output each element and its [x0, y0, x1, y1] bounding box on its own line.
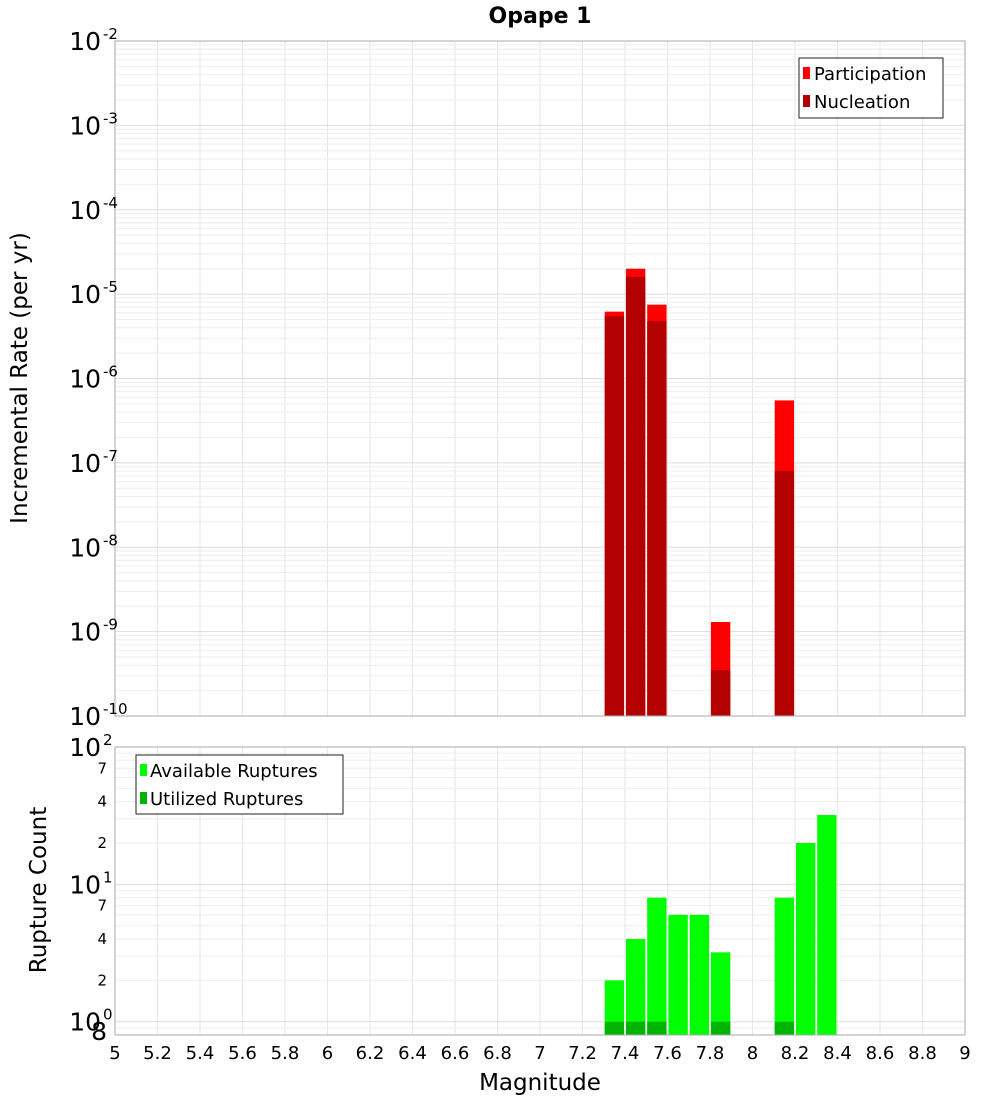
y-minor-tick-label: 2	[97, 834, 107, 852]
bar-available-ruptures-7.45	[625, 939, 646, 1035]
top-legend: Participation Nucleation	[798, 57, 944, 119]
y-tick-exponent: -4	[103, 194, 118, 212]
bottom-legend: Available Ruptures Utilized Ruptures	[135, 754, 344, 815]
x-tick-label: 6.6	[441, 1043, 470, 1064]
x-tick-label: 5.4	[186, 1043, 215, 1064]
bar-nucleation-7.85	[710, 670, 731, 716]
bar-nucleation-8.15	[774, 471, 795, 716]
x-tick-label: 6	[322, 1043, 333, 1064]
legend-label-participation: Participation	[814, 64, 926, 85]
y-minor-tick-label: 2	[97, 971, 107, 989]
x-tick-label: 7.8	[696, 1043, 725, 1064]
top-y-axis-label: Incremental Rate (per yr)	[7, 232, 33, 524]
legend-swatch-participation	[803, 67, 810, 79]
bar-nucleation-7.45	[625, 276, 646, 716]
bar-available-ruptures-7.75	[689, 914, 710, 1035]
y-tick-label: 10	[69, 870, 101, 899]
y-tick-label: 10	[69, 533, 101, 562]
bottom-legend-box	[135, 754, 344, 815]
x-tick-label: 6.8	[483, 1043, 512, 1064]
y-tick-exponent: -3	[103, 109, 118, 127]
bar-utilized-ruptures-7.85	[710, 1021, 731, 1035]
y-tick-label: 10	[69, 618, 101, 647]
bar-available-ruptures-7.65	[668, 914, 688, 1035]
bar-available-ruptures-8.15	[774, 897, 795, 1035]
y-tick-exponent: -7	[103, 447, 118, 465]
plot-border	[114, 40, 966, 717]
y-tick-label: 10	[69, 365, 101, 394]
bottom-y-axis-label: Rupture Count	[26, 807, 52, 973]
bar-utilized-ruptures-8.15	[774, 1021, 795, 1035]
legend-label-available: Available Ruptures	[150, 761, 318, 782]
y-tick-label: 10	[69, 449, 101, 478]
y-tick-exponent: -8	[103, 531, 118, 549]
y-minor-tick-label: 7	[97, 759, 107, 777]
plot-border	[114, 746, 966, 1036]
x-tick-label: 8.4	[823, 1043, 852, 1064]
bar-available-ruptures-7.55	[647, 897, 667, 1035]
y-tick-exponent: -9	[103, 616, 118, 634]
legend-swatch-nucleation	[803, 95, 810, 107]
y-tick-exponent: -5	[103, 278, 118, 296]
x-tick-label: 7.4	[611, 1043, 640, 1064]
y-tick-label: 10	[69, 27, 101, 56]
bar-nucleation-7.35	[604, 316, 625, 716]
y-tick-exponent: 0	[103, 1006, 113, 1024]
x-tick-label: 8.6	[866, 1043, 895, 1064]
bar-available-ruptures-8.35	[817, 814, 837, 1035]
x-tick-label: 5	[109, 1043, 120, 1064]
x-tick-label: 5.8	[271, 1043, 300, 1064]
bar-available-ruptures-7.35	[604, 980, 625, 1035]
x-tick-label: 7.6	[653, 1043, 682, 1064]
bar-utilized-ruptures-7.35	[604, 1021, 625, 1035]
y-minor-tick-label: 8	[91, 1017, 107, 1046]
y-tick-label: 10	[69, 702, 101, 731]
y-tick-label: 10	[69, 1008, 101, 1037]
chart-title: Opape 1	[489, 4, 592, 29]
y-tick-label: 10	[69, 196, 101, 225]
bar-utilized-ruptures-7.55	[647, 1021, 667, 1035]
y-tick-exponent: -10	[103, 700, 128, 718]
y-tick-exponent: 2	[103, 731, 113, 749]
x-tick-label: 5.6	[228, 1043, 257, 1064]
legend-swatch-available	[140, 764, 147, 776]
y-tick-label: 10	[69, 733, 101, 762]
x-tick-label: 8.2	[781, 1043, 810, 1064]
x-tick-label: 5.2	[143, 1043, 172, 1064]
y-tick-label: 10	[69, 111, 101, 140]
x-tick-label: 8.8	[908, 1043, 937, 1064]
x-tick-label: 6.2	[356, 1043, 385, 1064]
bar-available-ruptures-8.25	[795, 843, 816, 1035]
legend-swatch-utilized	[140, 792, 147, 804]
y-tick-exponent: -6	[103, 363, 118, 381]
y-minor-tick-label: 7	[97, 897, 107, 915]
x-axis-label: Magnitude	[479, 1070, 601, 1096]
top-legend-box	[798, 57, 944, 119]
y-tick-exponent: -2	[103, 25, 118, 43]
x-tick-label: 7	[534, 1043, 545, 1064]
bar-nucleation-7.55	[647, 321, 667, 716]
y-tick-label: 10	[69, 280, 101, 309]
y-minor-tick-label: 4	[97, 793, 107, 811]
x-tick-label: 7.2	[568, 1043, 597, 1064]
legend-label-nucleation: Nucleation	[814, 92, 910, 113]
x-tick-label: 6.4	[398, 1043, 427, 1064]
x-tick-label: 9	[959, 1043, 970, 1064]
legend-label-utilized: Utilized Ruptures	[150, 789, 303, 810]
x-tick-label: 8	[747, 1043, 758, 1064]
y-minor-tick-label: 4	[97, 930, 107, 948]
y-tick-exponent: 1	[103, 868, 113, 886]
bar-available-ruptures-7.85	[710, 952, 731, 1035]
bar-utilized-ruptures-7.45	[625, 1021, 646, 1035]
